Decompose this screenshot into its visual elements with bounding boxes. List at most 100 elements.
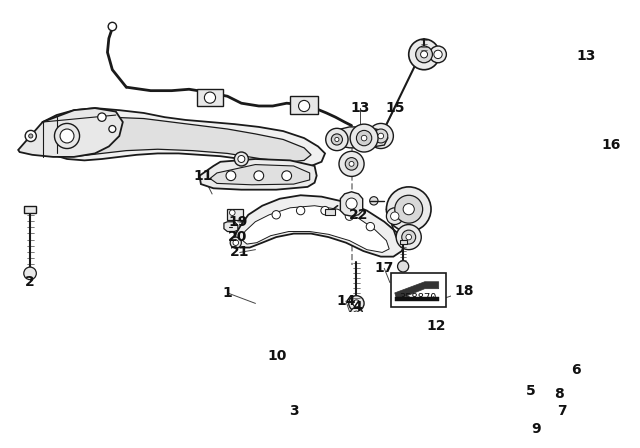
Circle shape bbox=[347, 318, 366, 337]
Circle shape bbox=[409, 39, 440, 70]
Circle shape bbox=[429, 46, 446, 63]
Polygon shape bbox=[200, 159, 317, 190]
Polygon shape bbox=[340, 192, 363, 216]
Circle shape bbox=[54, 124, 79, 149]
Bar bbox=[391, 273, 445, 307]
Circle shape bbox=[378, 133, 383, 139]
Circle shape bbox=[403, 204, 414, 215]
Text: 4: 4 bbox=[352, 300, 362, 314]
Text: 13: 13 bbox=[350, 101, 369, 115]
Text: 14: 14 bbox=[336, 294, 356, 308]
Text: 2: 2 bbox=[25, 276, 35, 289]
Circle shape bbox=[341, 312, 372, 343]
Polygon shape bbox=[395, 282, 438, 300]
Circle shape bbox=[374, 129, 388, 143]
Circle shape bbox=[230, 237, 241, 248]
Circle shape bbox=[349, 296, 364, 311]
Text: 21: 21 bbox=[230, 246, 250, 259]
Circle shape bbox=[234, 152, 248, 166]
Circle shape bbox=[109, 125, 116, 133]
Circle shape bbox=[108, 22, 116, 30]
Text: 12: 12 bbox=[427, 319, 446, 333]
Text: 7: 7 bbox=[557, 405, 567, 418]
Circle shape bbox=[345, 212, 354, 220]
Bar bbox=[395, 297, 438, 301]
Circle shape bbox=[296, 207, 305, 215]
Circle shape bbox=[402, 230, 416, 244]
Text: 9: 9 bbox=[531, 422, 540, 436]
Text: 11: 11 bbox=[193, 169, 212, 183]
Circle shape bbox=[354, 311, 359, 317]
Text: 15: 15 bbox=[385, 101, 404, 115]
Circle shape bbox=[233, 240, 239, 246]
Text: 18: 18 bbox=[455, 284, 474, 298]
Circle shape bbox=[25, 130, 36, 142]
Circle shape bbox=[387, 208, 403, 224]
Circle shape bbox=[352, 323, 360, 332]
Circle shape bbox=[368, 124, 394, 149]
Text: 20: 20 bbox=[228, 230, 248, 244]
Text: 22: 22 bbox=[349, 208, 368, 222]
Polygon shape bbox=[52, 117, 311, 162]
Circle shape bbox=[24, 267, 36, 280]
Circle shape bbox=[254, 171, 264, 181]
Circle shape bbox=[282, 171, 292, 181]
Circle shape bbox=[353, 300, 360, 307]
Circle shape bbox=[349, 161, 354, 166]
Circle shape bbox=[204, 92, 216, 103]
Text: 5: 5 bbox=[526, 383, 536, 397]
Polygon shape bbox=[328, 127, 388, 148]
Bar bbox=[227, 209, 243, 220]
Polygon shape bbox=[18, 108, 123, 157]
Circle shape bbox=[230, 210, 235, 215]
Bar bbox=[399, 240, 406, 244]
Circle shape bbox=[339, 151, 364, 177]
Text: 19: 19 bbox=[228, 215, 248, 229]
Circle shape bbox=[238, 155, 245, 163]
Circle shape bbox=[350, 307, 363, 320]
Text: 17: 17 bbox=[374, 262, 394, 276]
Text: 6: 6 bbox=[572, 362, 581, 377]
Text: 358870: 358870 bbox=[400, 293, 437, 303]
Circle shape bbox=[387, 187, 431, 232]
Circle shape bbox=[321, 207, 329, 215]
Circle shape bbox=[362, 135, 367, 141]
Circle shape bbox=[416, 46, 433, 63]
Circle shape bbox=[366, 223, 374, 231]
Circle shape bbox=[370, 197, 378, 205]
Circle shape bbox=[60, 129, 74, 143]
Circle shape bbox=[395, 195, 422, 223]
Circle shape bbox=[226, 171, 236, 181]
Text: 10: 10 bbox=[268, 349, 287, 362]
Text: 16: 16 bbox=[601, 138, 621, 152]
Circle shape bbox=[345, 158, 358, 170]
Polygon shape bbox=[234, 195, 405, 257]
Circle shape bbox=[326, 128, 348, 151]
Text: 3: 3 bbox=[289, 405, 298, 418]
Circle shape bbox=[356, 130, 372, 146]
Polygon shape bbox=[243, 206, 389, 252]
Polygon shape bbox=[210, 164, 310, 185]
Circle shape bbox=[406, 234, 412, 240]
Text: 8: 8 bbox=[554, 387, 563, 401]
Bar bbox=[290, 96, 318, 114]
Circle shape bbox=[350, 124, 378, 152]
Polygon shape bbox=[40, 108, 325, 168]
Circle shape bbox=[335, 138, 339, 142]
Circle shape bbox=[396, 224, 421, 250]
Text: 1: 1 bbox=[223, 286, 232, 300]
Circle shape bbox=[332, 134, 342, 145]
Circle shape bbox=[420, 51, 428, 58]
Bar bbox=[325, 209, 335, 215]
Polygon shape bbox=[224, 222, 238, 232]
Circle shape bbox=[29, 134, 33, 138]
Text: 13: 13 bbox=[577, 49, 596, 63]
Circle shape bbox=[298, 100, 310, 112]
Circle shape bbox=[272, 211, 280, 219]
Bar bbox=[24, 206, 36, 213]
Circle shape bbox=[98, 113, 106, 121]
Circle shape bbox=[390, 212, 399, 220]
Bar bbox=[197, 89, 223, 106]
Circle shape bbox=[434, 50, 442, 59]
Circle shape bbox=[397, 261, 409, 272]
